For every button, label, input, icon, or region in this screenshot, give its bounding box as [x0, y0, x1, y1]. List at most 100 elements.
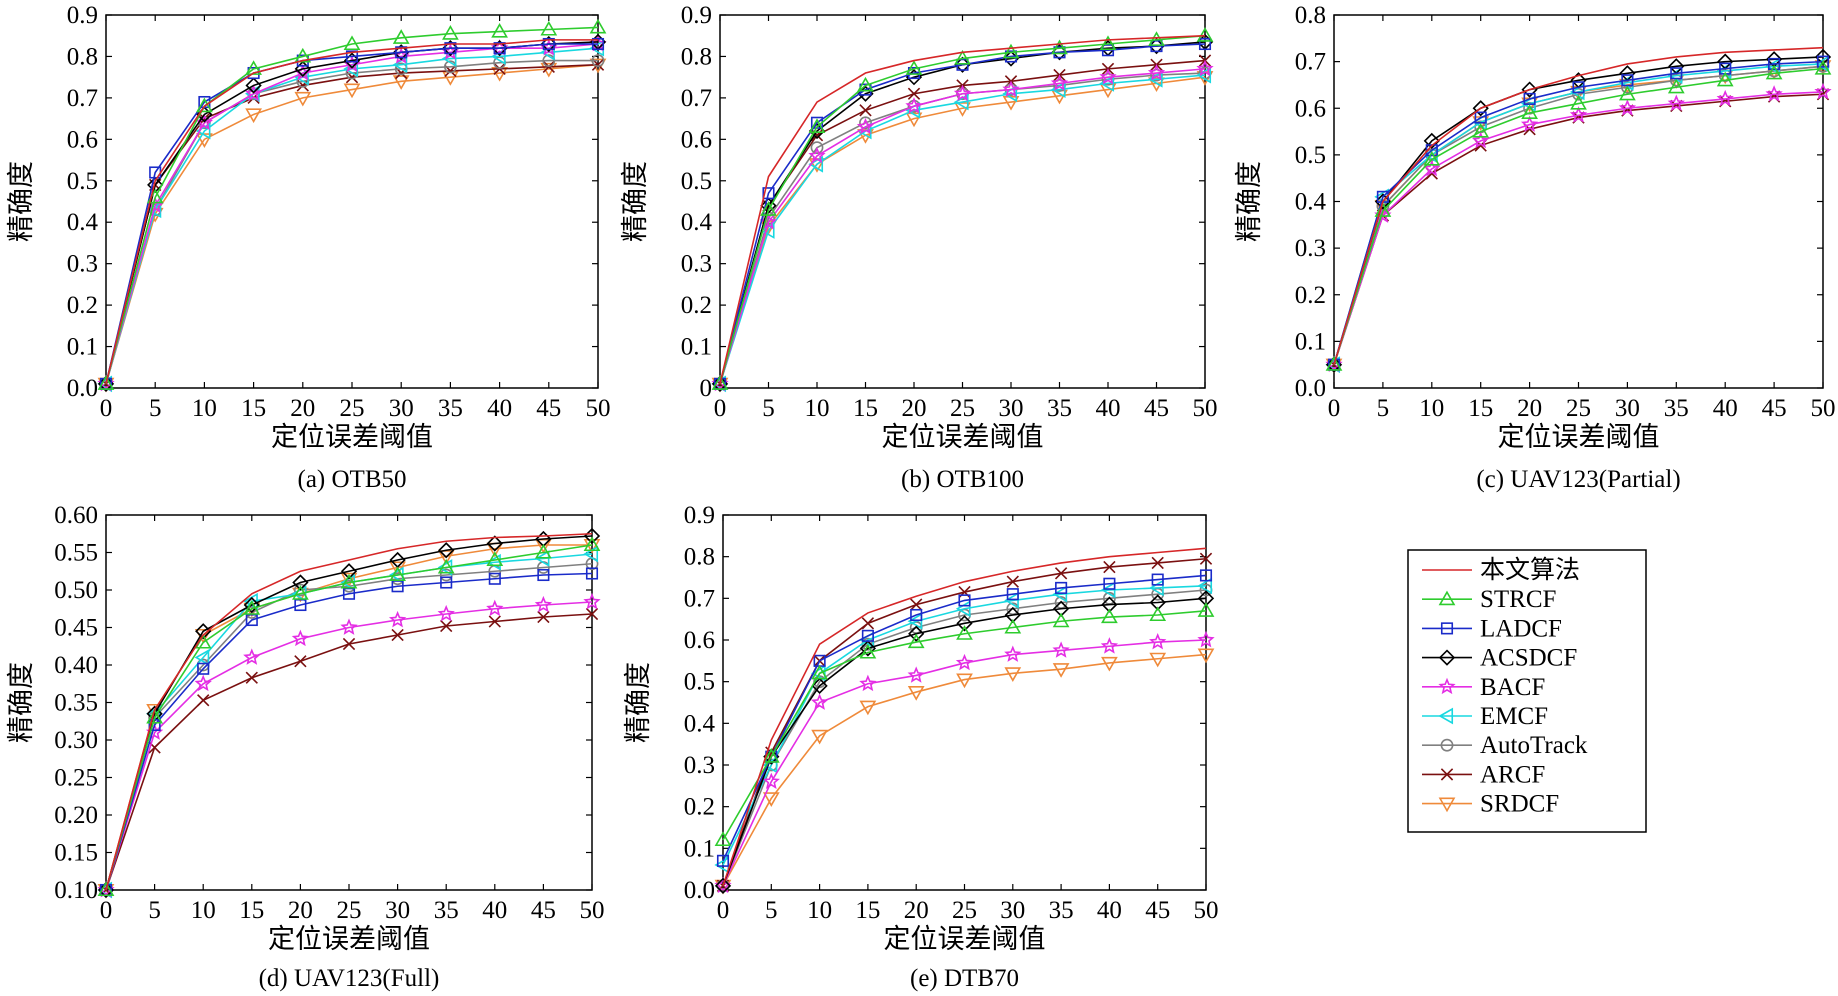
series-BACF — [1325, 82, 1832, 373]
x-tick-label: 0 — [100, 395, 113, 422]
data-point — [1002, 95, 1020, 111]
legend-label: 本文算法 — [1480, 556, 1580, 584]
data-point — [1004, 645, 1022, 662]
series-LADCF — [99, 37, 605, 390]
series-line — [105, 613, 593, 891]
data-point — [810, 141, 824, 155]
chart-caption: (b) OTB100 — [901, 466, 1024, 493]
y-tick-label: 0.9 — [681, 2, 712, 29]
y-tick-label: 0.8 — [67, 43, 98, 70]
data-point — [392, 29, 410, 44]
data-point — [762, 748, 780, 763]
y-tick-label: 0.60 — [54, 502, 98, 529]
data-point — [954, 49, 971, 65]
y-tick-label: 0.30 — [54, 727, 98, 754]
data-point — [196, 97, 213, 113]
data-point — [1768, 57, 1781, 71]
series-line — [722, 653, 1207, 887]
x-tick-label: 5 — [765, 897, 778, 924]
y-tick-label: 0.25 — [54, 765, 98, 792]
data-point — [810, 664, 826, 682]
y-tick-label: 0.3 — [1295, 235, 1326, 262]
data-point — [1052, 585, 1068, 603]
data-point — [907, 87, 921, 100]
series-本文算法 — [105, 532, 593, 891]
data-point — [197, 662, 210, 675]
series-line — [719, 34, 1206, 385]
x-tick-label: 10 — [807, 897, 832, 924]
y-axis-label: 精确度 — [6, 662, 36, 743]
data-point — [1765, 64, 1783, 80]
data-point — [245, 77, 262, 94]
series-line — [105, 63, 599, 385]
legend-item: AutoTrack — [1422, 732, 1588, 759]
data-point — [1716, 71, 1734, 87]
x-tick-label: 10 — [1419, 395, 1444, 422]
data-point — [1052, 641, 1070, 658]
data-point — [714, 877, 732, 894]
data-point — [542, 37, 555, 51]
x-tick-label: 35 — [434, 897, 459, 924]
data-point — [859, 700, 877, 716]
legend-marker — [1438, 590, 1456, 606]
data-point — [491, 22, 508, 38]
data-point — [291, 629, 310, 647]
data-point — [716, 854, 730, 867]
x-tick-label: 25 — [1566, 395, 1591, 422]
data-point — [859, 104, 872, 117]
legend-label: AutoTrack — [1480, 732, 1588, 759]
y-tick-label: 0.20 — [54, 802, 98, 829]
chart-otb100: 0 5 10 15 20 25 30 35 40 45 50 0 0.1 0.2 0.3 0.4 0.5 0.6 0… — [620, 2, 1218, 493]
x-tick-label: 35 — [438, 395, 463, 422]
y-tick-label: 0.8 — [681, 43, 712, 70]
data-point — [1621, 74, 1634, 87]
data-point — [1670, 67, 1683, 80]
x-tick-label: 10 — [192, 395, 217, 422]
y-tick-label: 0.7 — [681, 85, 712, 112]
series-ARCF — [1327, 88, 1830, 371]
y-tick-label: 0.35 — [54, 690, 98, 717]
data-point — [1197, 648, 1215, 664]
x-tick-label: 0 — [714, 395, 727, 422]
data-point — [196, 133, 213, 148]
chart-caption: (c) UAV123(Partial) — [1476, 466, 1680, 493]
legend-label: EMCF — [1480, 703, 1548, 730]
y-tick-label: 0.0 — [67, 375, 98, 402]
y-tick-label: 0.1 — [67, 334, 98, 361]
series-AutoTrack — [99, 54, 605, 391]
y-tick-label: 0.9 — [67, 2, 98, 29]
y-tick-label: 0.15 — [54, 840, 98, 867]
data-point — [1814, 48, 1832, 66]
data-point — [97, 375, 115, 390]
data-point — [146, 708, 163, 724]
series-line — [719, 59, 1206, 385]
data-point — [1667, 94, 1685, 111]
legend-item: ARCF — [1422, 761, 1545, 788]
legend-item: ACSDCF — [1422, 645, 1577, 672]
data-point — [342, 637, 356, 651]
series-line — [105, 43, 598, 385]
data-point — [910, 608, 923, 622]
data-point — [762, 187, 775, 200]
legend-label: ACSDCF — [1480, 645, 1577, 672]
series-line — [105, 601, 593, 891]
data-point — [953, 84, 972, 102]
x-tick-label: 5 — [148, 897, 161, 924]
data-point — [437, 604, 455, 622]
x-tick-label: 5 — [149, 395, 162, 422]
data-point — [1716, 89, 1734, 107]
legend-marker — [1438, 677, 1456, 695]
data-point — [243, 648, 261, 665]
x-tick-label: 45 — [536, 395, 561, 422]
series-line — [1333, 91, 1824, 365]
data-point — [1147, 70, 1163, 88]
y-axis-label: 精确度 — [6, 161, 36, 242]
x-tick-label: 30 — [385, 897, 410, 924]
data-point — [442, 25, 459, 40]
series-line — [105, 59, 598, 385]
data-point — [542, 54, 556, 67]
data-point — [956, 58, 969, 71]
data-point — [808, 155, 824, 173]
data-point — [1101, 608, 1118, 624]
